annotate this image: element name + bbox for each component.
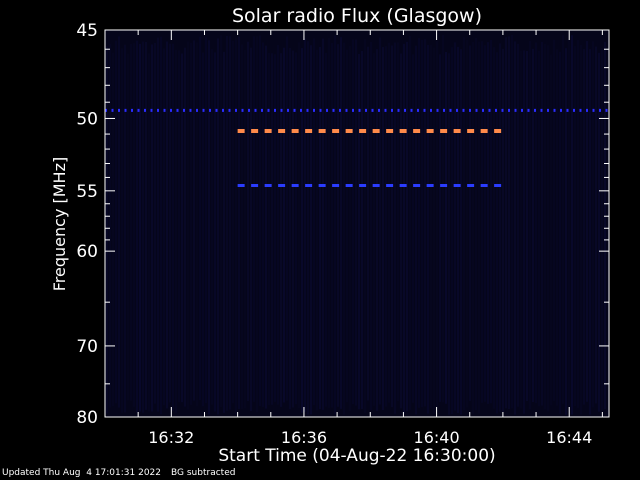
plot-frame: [104, 29, 610, 418]
background-noise: [106, 35, 606, 415]
y-tick-label: 45: [76, 21, 98, 41]
y-tick-label: 80: [76, 408, 98, 428]
y-axis-label: Frequency [MHz]: [50, 157, 69, 291]
x-tick-label: 16:40: [414, 428, 460, 447]
y-axis-ticks: 45 50 55 60 70 80: [76, 21, 609, 428]
x-tick-label: 16:44: [546, 428, 592, 447]
chart-title: Solar radio Flux (Glasgow): [232, 5, 482, 27]
footer-status: Updated Thu Aug 4 17:01:31 2022 BG subtra…: [2, 468, 245, 478]
y-tick-label: 55: [76, 182, 98, 202]
x-tick-label: 16:32: [148, 428, 194, 447]
y-tick-label: 50: [76, 109, 98, 129]
x-axis-label: Start Time (04-Aug-22 16:30:00): [218, 446, 495, 466]
y-tick-label: 60: [76, 242, 98, 262]
x-axis-ticks: 16:32 16:36 16:40 16:44: [104, 30, 603, 447]
spectral-features: [105, 108, 609, 188]
x-tick-label: 16:36: [281, 428, 327, 447]
plot-background: [105, 30, 609, 417]
updated-timestamp: Updated Thu Aug 4 17:01:31 2022: [2, 468, 162, 478]
background-note: BG subtracted: [171, 468, 236, 478]
y-tick-label: 70: [76, 337, 98, 357]
